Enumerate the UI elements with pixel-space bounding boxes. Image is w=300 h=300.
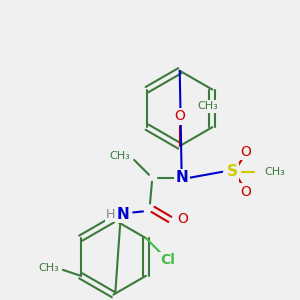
Text: N: N [175,170,188,185]
Text: O: O [174,109,185,123]
Text: O: O [241,145,251,159]
Text: CH₃: CH₃ [264,167,285,177]
Text: N: N [117,207,130,222]
Text: CH₃: CH₃ [110,151,130,161]
Text: S: S [227,164,238,179]
Text: H: H [106,208,115,221]
Text: O: O [177,212,188,226]
Text: Cl: Cl [160,253,175,267]
Text: CH₃: CH₃ [198,101,218,111]
Text: O: O [241,184,251,199]
Text: CH₃: CH₃ [38,263,59,273]
